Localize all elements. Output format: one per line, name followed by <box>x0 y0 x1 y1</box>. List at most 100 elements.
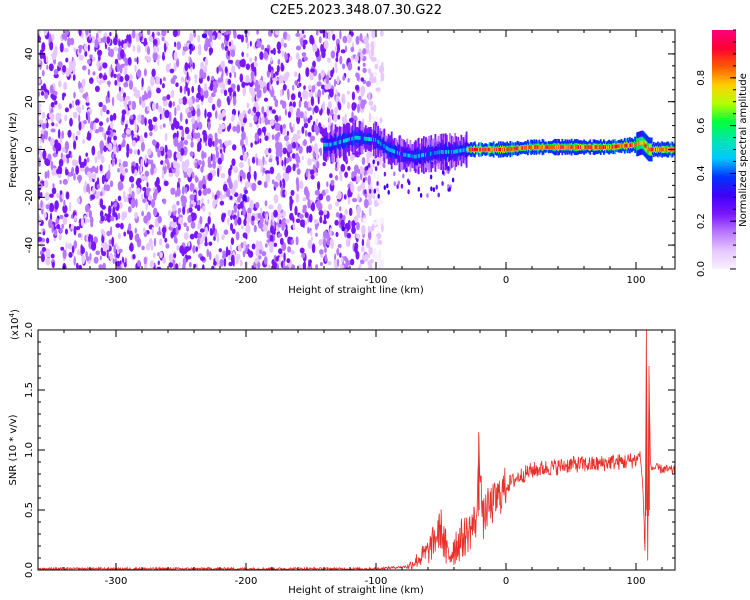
heatmap-noise-cell <box>216 236 220 243</box>
heatmap-noise-cell <box>309 34 314 45</box>
heatmap-noise-cell <box>294 133 299 143</box>
heatmap-ridge-core <box>442 150 445 154</box>
heatmap-noise-cell <box>367 260 373 267</box>
heatmap-noise-cell <box>247 158 251 167</box>
heatmap-noise-cell <box>177 208 180 215</box>
heatmap-noise-cell <box>144 170 150 177</box>
heatmap-ridge-core <box>444 150 447 154</box>
heatmap-noise-cell <box>211 265 215 269</box>
heatmap-noise-cell <box>247 196 250 203</box>
x-tick-label: 100 <box>626 576 645 587</box>
heatmap-ridge-core <box>649 147 652 152</box>
heatmap-noise-cell <box>120 142 126 148</box>
heatmap-tail-cell <box>376 161 380 166</box>
heatmap-noise-cell <box>184 62 189 72</box>
heatmap-noise-cell <box>217 126 223 135</box>
heatmap-noise-cell <box>195 262 198 269</box>
heatmap-noise-cell <box>105 184 111 192</box>
heatmap-noise-cell <box>131 100 137 110</box>
heatmap-ridge-core <box>465 147 468 152</box>
heatmap-noise-cell <box>254 55 257 62</box>
heatmap-noise-cell <box>132 253 136 260</box>
heatmap-noise-cell <box>147 159 152 165</box>
heatmap-noise-cell <box>368 246 373 255</box>
heatmap-noise-cell <box>230 254 235 264</box>
heatmap-noise-cell <box>325 30 328 40</box>
heatmap-noise-cell <box>153 207 158 217</box>
heatmap-noise-cell <box>106 80 111 86</box>
heatmap-noise-cell <box>80 244 83 252</box>
heatmap-noise-cell <box>375 217 379 225</box>
heatmap-noise-cell <box>118 95 124 103</box>
heatmap-noise-cell <box>277 203 282 213</box>
heatmap-noise-cell <box>96 60 100 70</box>
heatmap-ridge-core <box>574 145 577 149</box>
heatmap-noise-cell <box>379 164 383 172</box>
heatmap-ridge-core <box>660 147 662 152</box>
heatmap-noise-cell <box>245 224 251 235</box>
heatmap-noise-cell <box>39 145 43 151</box>
heatmap-noise-cell <box>156 46 160 53</box>
heatmap-ridge-core <box>412 154 415 159</box>
heatmap-noise-cell <box>272 47 276 56</box>
heatmap-noise-cell <box>125 128 131 135</box>
heatmap-noise-cell <box>109 48 115 58</box>
heatmap-noise-cell <box>290 93 296 101</box>
heatmap-noise-cell <box>116 146 119 153</box>
heatmap-noise-cell <box>380 72 385 82</box>
heatmap-noise-cell <box>244 180 250 189</box>
heatmap-noise-cell <box>152 163 156 169</box>
heatmap-noise-cell <box>283 43 287 48</box>
heatmap-noise-cell <box>173 234 177 244</box>
heatmap-noise-cell <box>227 78 232 85</box>
heatmap-noise-cell <box>335 264 338 269</box>
heatmap-noise-cell <box>196 204 201 212</box>
heatmap-noise-cell <box>128 193 132 199</box>
heatmap-noise-cell <box>379 258 385 269</box>
heatmap-noise-cell <box>161 226 167 234</box>
heatmap-noise-cell <box>183 165 189 173</box>
heatmap-noise-cell <box>339 213 343 219</box>
heatmap-ridge-core <box>381 142 384 147</box>
heatmap-ridge-core <box>485 147 488 152</box>
snr-scale-exp: 4 <box>8 312 16 317</box>
heatmap-noise-cell <box>58 158 64 167</box>
heatmap-noise-cell <box>365 42 370 50</box>
heatmap-noise-cell <box>167 149 173 159</box>
heatmap-noise-cell <box>268 204 274 210</box>
heatmap-noise-cell <box>85 218 90 223</box>
heatmap-noise-cell <box>263 51 269 60</box>
heatmap-noise-cell <box>368 100 374 106</box>
heatmap-ridge-core <box>558 145 560 149</box>
heatmap-noise-cell <box>253 75 256 83</box>
heatmap-noise-cell <box>185 118 189 125</box>
heatmap-noise-cell <box>73 91 76 99</box>
heatmap-ridge-core <box>580 145 582 149</box>
heatmap-noise-cell <box>247 218 250 225</box>
heatmap-noise-cell <box>38 119 41 129</box>
heatmap-noise-cell <box>118 248 123 253</box>
heatmap-noise-cell <box>273 181 279 188</box>
heatmap-noise-cell <box>216 232 220 238</box>
heatmap-tail-cell <box>365 193 368 199</box>
heatmap-noise-cell <box>219 258 224 267</box>
heatmap-noise-cell <box>373 171 376 180</box>
heatmap-noise-cell <box>168 253 174 263</box>
heatmap-ridge-core <box>364 136 367 141</box>
x-tick-label: -300 <box>105 275 128 286</box>
heatmap-ridge-core <box>495 147 498 152</box>
heatmap-noise-cell <box>218 139 222 144</box>
heatmap-noise-cell <box>141 94 145 102</box>
heatmap-noise-cell <box>309 115 313 121</box>
heatmap-ridge-core <box>577 145 579 149</box>
heatmap-ridge-core <box>659 147 661 152</box>
heatmap-noise-cell <box>202 175 206 182</box>
heatmap-noise-cell <box>190 221 196 229</box>
heatmap-ridge-core <box>530 145 532 150</box>
heatmap-noise-cell <box>89 33 92 41</box>
heatmap-ridge-core <box>455 149 458 154</box>
heatmap-noise-cell <box>336 161 340 170</box>
heatmap-tail-cell <box>429 174 433 180</box>
heatmap-noise-cell <box>370 225 373 232</box>
colorbar-tick-label: 0.2 <box>696 213 707 229</box>
